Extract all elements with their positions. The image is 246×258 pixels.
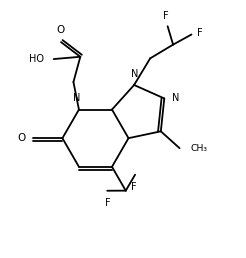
Text: N: N: [131, 69, 138, 79]
Text: F: F: [197, 28, 203, 38]
Text: F: F: [105, 198, 111, 208]
Text: O: O: [56, 25, 64, 35]
Text: O: O: [17, 133, 26, 143]
Text: N: N: [172, 93, 179, 103]
Text: CH₃: CH₃: [190, 144, 207, 153]
Text: F: F: [163, 11, 169, 21]
Text: N: N: [73, 93, 80, 103]
Text: F: F: [131, 182, 137, 191]
Text: HO: HO: [29, 54, 44, 64]
